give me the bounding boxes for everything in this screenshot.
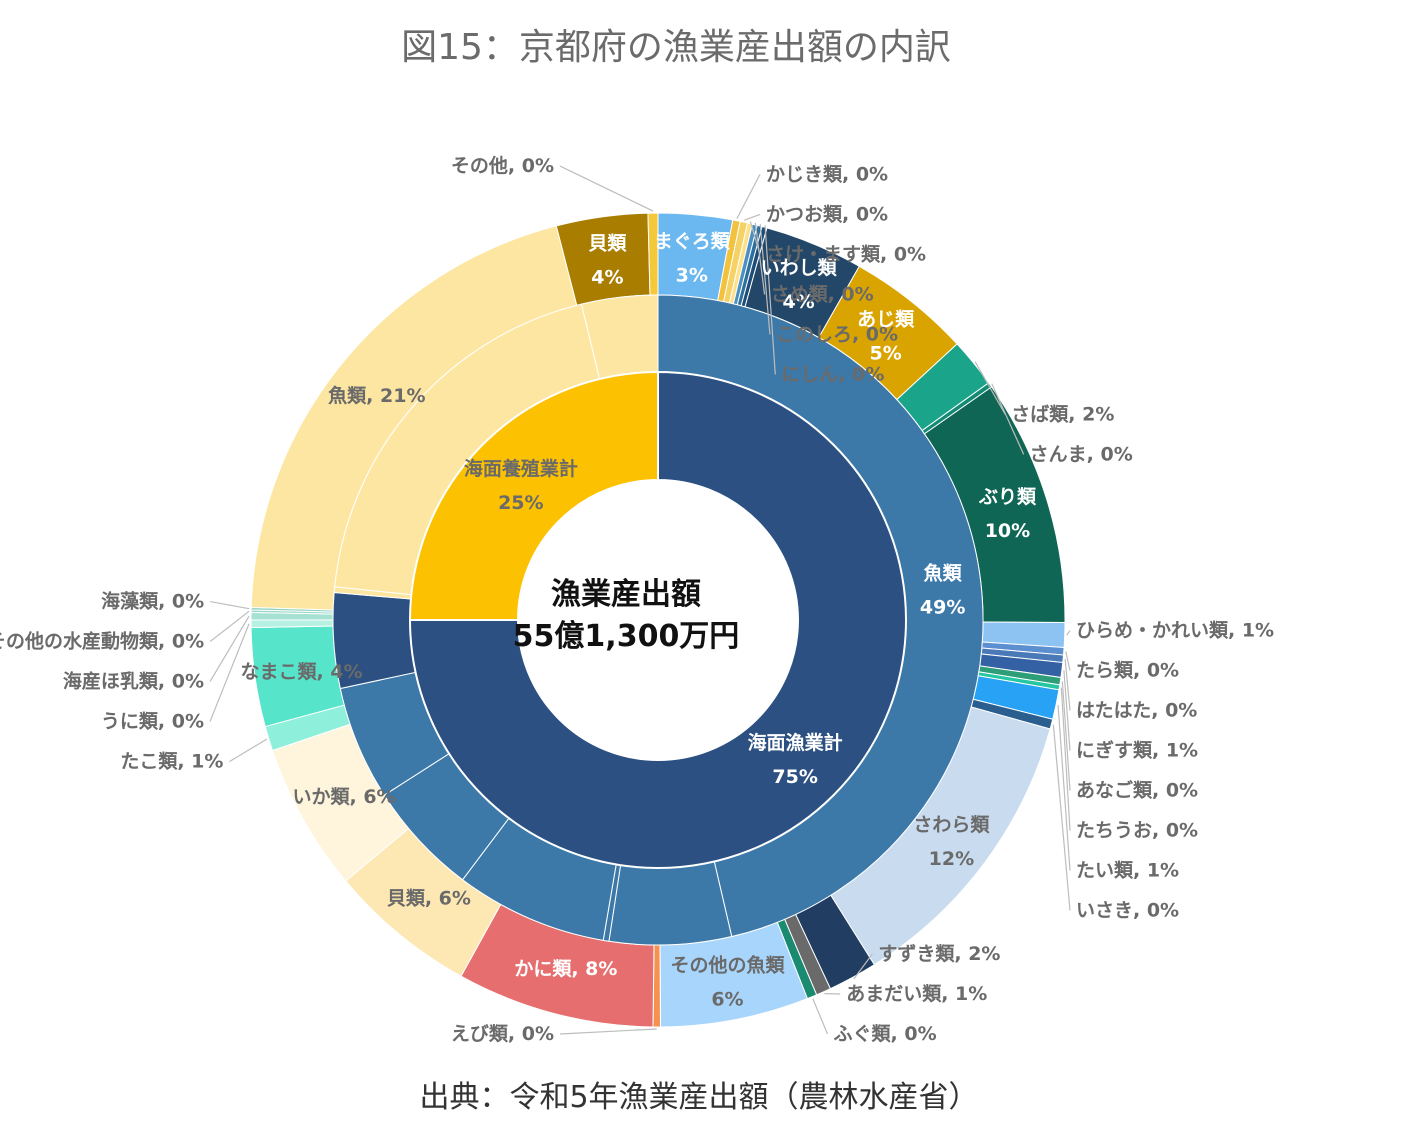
outer-label-3: さけ・ます類, 0% bbox=[766, 243, 926, 265]
inner-name-label-1: 海面養殖業計 bbox=[464, 457, 578, 480]
leader-line-25 bbox=[559, 1028, 657, 1035]
outer-slice-37 bbox=[647, 212, 659, 296]
outer-label-33: その他の水産動物類, 0% bbox=[0, 630, 204, 653]
source-note: 出典：令和5年漁業産出額（農林水産省） bbox=[419, 1080, 979, 1115]
leader-line-2 bbox=[744, 213, 761, 221]
center-label-total: 55億1,300万円 bbox=[513, 619, 740, 654]
outer-label-34: 海藻類, 0% bbox=[101, 590, 204, 613]
leader-line-31 bbox=[209, 623, 250, 722]
middle-ring bbox=[332, 294, 984, 946]
outer-value-label-36: 4% bbox=[591, 267, 623, 289]
outer-label-28: いか類, 6% bbox=[292, 786, 395, 808]
outer-name-label-36: 貝類 bbox=[588, 233, 627, 255]
outer-name-label-0: まぐろ類 bbox=[654, 231, 731, 253]
leader-line-12 bbox=[1066, 630, 1071, 636]
outer-label-30: なまこ類, 4% bbox=[241, 661, 363, 683]
middle-name-label-0: 魚類 bbox=[924, 561, 963, 584]
inner-name-label-0: 海面漁業計 bbox=[748, 731, 843, 754]
leader-line-17 bbox=[1060, 687, 1071, 831]
leader-line-4 bbox=[754, 222, 766, 295]
outer-ring bbox=[250, 212, 1066, 1028]
leader-line-33 bbox=[209, 610, 250, 643]
outer-label-37: その他, 0% bbox=[451, 154, 554, 177]
outer-label-18: たい類, 1% bbox=[1076, 860, 1179, 882]
outer-value-label-24: 6% bbox=[711, 988, 743, 1010]
outer-value-label-0: 3% bbox=[676, 265, 708, 287]
leader-line-21 bbox=[853, 953, 873, 980]
outer-label-5: このしろ, 0% bbox=[776, 323, 898, 345]
outer-label-17: たちうお, 0% bbox=[1076, 820, 1198, 842]
leader-line-34 bbox=[210, 600, 250, 610]
inner-value-label-0: 75% bbox=[772, 766, 817, 788]
outer-label-6: にしん, 0% bbox=[781, 363, 884, 385]
outer-label-25: えび類, 0% bbox=[451, 1023, 554, 1045]
leader-line-1 bbox=[736, 174, 761, 219]
outer-label-35: 魚類, 21% bbox=[328, 384, 425, 407]
outer-label-1: かじき類, 0% bbox=[766, 163, 888, 185]
outer-name-label-11: ぶり類 bbox=[978, 486, 1037, 508]
leader-line-5 bbox=[759, 223, 771, 335]
outer-label-15: にぎす類, 1% bbox=[1076, 739, 1198, 762]
outer-label-13: たら類, 0% bbox=[1076, 660, 1179, 682]
leader-line-9 bbox=[974, 361, 1006, 415]
outer-slice-31 bbox=[250, 619, 334, 629]
outer-name-label-24: その他の魚類 bbox=[670, 953, 785, 976]
outer-label-21: すずき類, 2% bbox=[878, 943, 1000, 965]
outer-label-12: ひらめ・かれい類, 1% bbox=[1076, 620, 1274, 642]
leader-line-15 bbox=[1063, 670, 1071, 751]
leader-line-13 bbox=[1065, 651, 1071, 671]
outer-label-2: かつお類, 0% bbox=[766, 203, 888, 225]
outer-label-29: たこ類, 1% bbox=[120, 751, 223, 773]
leader-line-37 bbox=[559, 165, 654, 212]
outer-label-10: さんま, 0% bbox=[1030, 443, 1133, 465]
leader-line-10 bbox=[991, 383, 1025, 455]
leader-line-19 bbox=[1052, 724, 1071, 911]
leader-line-16 bbox=[1061, 681, 1071, 791]
outer-label-23: ふぐ類, 0% bbox=[834, 1023, 937, 1045]
leader-line-23 bbox=[812, 998, 829, 1035]
slice-labels: 海面漁業計 75% 海面養殖業計 25% 魚類 49% まぐろ類 3% いわし類 4% あじ類 5% ぶ… bbox=[0, 154, 1274, 1045]
outer-label-32: 海産ほ乳類, 0% bbox=[63, 670, 204, 693]
leader-line-18 bbox=[1057, 704, 1071, 871]
outer-label-4: さめ類, 0% bbox=[771, 283, 874, 305]
middle-slice-1 bbox=[608, 860, 733, 946]
leader-line-14 bbox=[1064, 658, 1071, 711]
middle-value-label-0: 49% bbox=[920, 596, 965, 618]
leader-line-29 bbox=[229, 738, 268, 763]
outer-label-16: あなご類, 0% bbox=[1076, 779, 1198, 802]
outer-name-label-20: さわら類 bbox=[913, 814, 990, 836]
outer-label-26: かに類, 8% bbox=[514, 958, 617, 980]
leader-lines bbox=[209, 165, 1071, 1035]
outer-value-label-7: 4% bbox=[782, 291, 814, 313]
center-label-title: 漁業産出額 bbox=[551, 577, 701, 612]
outer-label-22: あまだい類, 1% bbox=[846, 983, 987, 1005]
leader-line-6 bbox=[764, 225, 776, 375]
leader-line-32 bbox=[209, 615, 250, 682]
outer-value-label-11: 10% bbox=[985, 520, 1030, 542]
outer-name-label-8: あじ類 bbox=[857, 308, 915, 330]
outer-name-label-7: いわし類 bbox=[761, 257, 838, 279]
outer-label-14: はたはた, 0% bbox=[1076, 700, 1197, 722]
chart-title: 図15：京都府の漁業産出額の内訳 bbox=[401, 27, 951, 68]
outer-label-19: いさき, 0% bbox=[1076, 900, 1179, 922]
outer-label-27: 貝類, 6% bbox=[387, 888, 471, 910]
inner-value-label-1: 25% bbox=[498, 492, 543, 514]
outer-value-label-8: 5% bbox=[870, 342, 902, 364]
center-hole bbox=[518, 480, 798, 760]
outer-value-label-20: 12% bbox=[929, 848, 974, 870]
outer-label-31: うに類, 0% bbox=[101, 711, 204, 733]
outer-label-9: さば類, 2% bbox=[1011, 403, 1114, 425]
